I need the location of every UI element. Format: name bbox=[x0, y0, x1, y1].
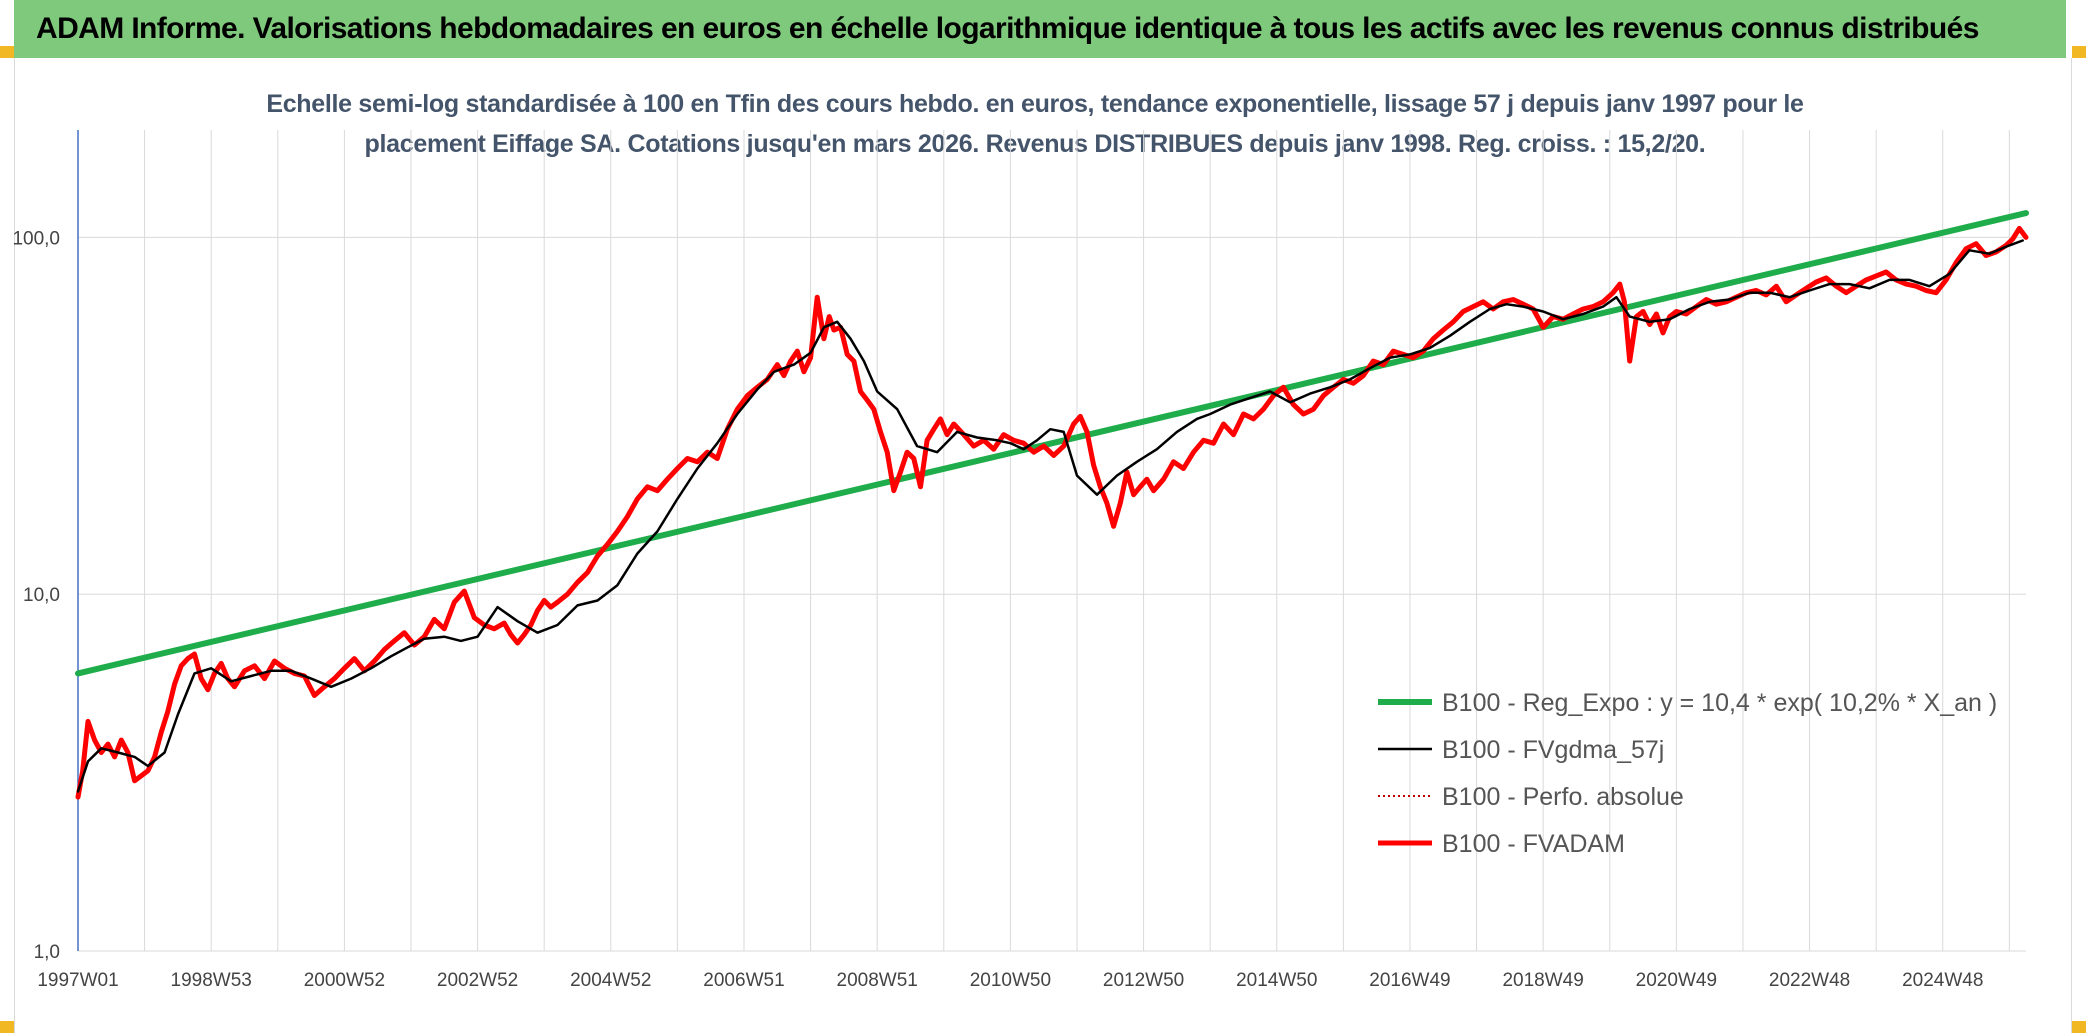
x-tick-label: 2004W52 bbox=[570, 970, 651, 991]
y-tick-label: 100,0 bbox=[12, 228, 60, 249]
x-tick-label: 2010W50 bbox=[970, 970, 1051, 991]
series-line-3 bbox=[75, 225, 2029, 800]
frame-right-border bbox=[2071, 58, 2072, 1033]
title-bar: ADAM Informe. Valorisations hebdomadaire… bbox=[14, 0, 2066, 58]
corner-accent-top-right bbox=[2072, 46, 2086, 58]
x-tick-label: 2008W51 bbox=[837, 970, 918, 991]
corner-accent-bottom-right bbox=[2072, 1021, 2086, 1033]
x-tick-label: 2012W50 bbox=[1103, 970, 1184, 991]
corner-accent-bottom-left bbox=[0, 1021, 14, 1033]
x-tick-label: 2016W49 bbox=[1369, 970, 1450, 991]
x-tick-label: 1998W53 bbox=[171, 970, 252, 991]
subtitle-line-2: placement Eiffage SA. Cotations jusqu'en… bbox=[364, 130, 1706, 158]
frame-left-border bbox=[14, 58, 15, 1033]
corner-accent-top-left bbox=[0, 46, 14, 58]
legend-label: B100 - FVADAM bbox=[1442, 830, 1625, 858]
x-tick-label: 2002W52 bbox=[437, 970, 518, 991]
x-tick-label: 2022W48 bbox=[1769, 970, 1850, 991]
x-tick-label: 2020W49 bbox=[1636, 970, 1717, 991]
series-line-0 bbox=[75, 210, 2029, 677]
x-tick-label: 2018W49 bbox=[1502, 970, 1583, 991]
page-title: ADAM Informe. Valorisations hebdomadaire… bbox=[36, 12, 1979, 45]
x-tick-label: 2014W50 bbox=[1236, 970, 1317, 991]
x-tick-label: 2024W48 bbox=[1902, 970, 1983, 991]
x-tick-label: 2000W52 bbox=[304, 970, 385, 991]
x-tick-label: 2006W51 bbox=[703, 970, 784, 991]
legend-label: B100 - Perfo. absolue bbox=[1442, 783, 1684, 811]
x-tick-label: 1997W01 bbox=[37, 970, 118, 991]
series-line-1 bbox=[76, 239, 2024, 793]
y-tick-label: 1,0 bbox=[34, 942, 60, 963]
legend-label: B100 - Reg_Expo : y = 10,4 * exp( 10,2% … bbox=[1442, 689, 1997, 717]
legend-label: B100 - FVgdma_57j bbox=[1442, 736, 1664, 764]
chart-subtitle: Echelle semi-log standardisée à 100 en T… bbox=[220, 84, 1850, 164]
subtitle-line-1: Echelle semi-log standardisée à 100 en T… bbox=[266, 90, 1804, 118]
y-tick-label: 10,0 bbox=[23, 585, 60, 606]
